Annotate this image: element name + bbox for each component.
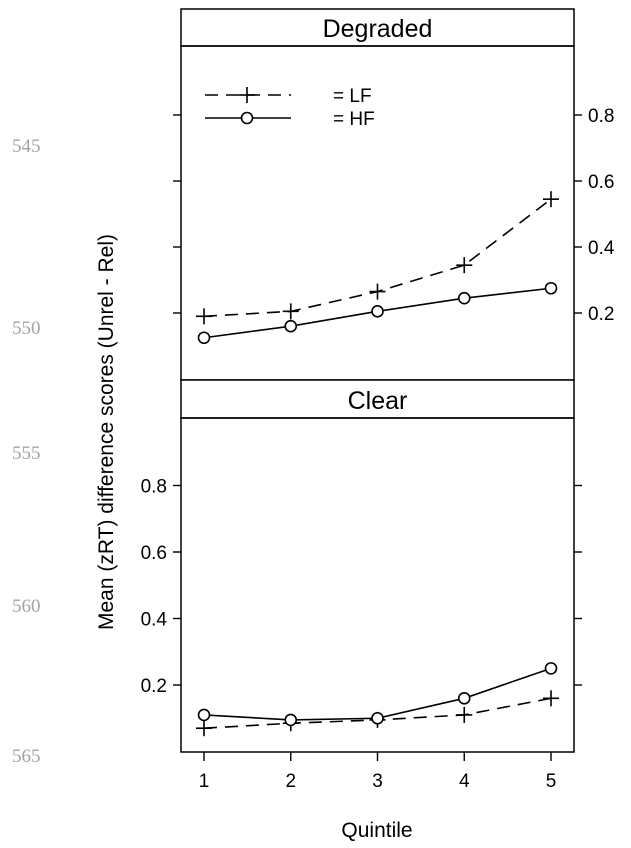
line-number-560: 560 (12, 596, 41, 617)
x-tick-label: 4 (459, 771, 470, 792)
legend-label-lf: = LF (333, 86, 372, 107)
panel-strip-clear (180, 379, 575, 419)
y-tick-label-clear: 0.4 (141, 610, 168, 631)
data-point-hf-clear-q5 (544, 662, 558, 675)
x-tick-label: 2 (285, 771, 296, 792)
line-number-550: 550 (12, 318, 41, 339)
data-point-lf-clear-q4 (456, 706, 473, 723)
x-tick-label: 5 (546, 771, 557, 792)
y-tick-label-clear: 0.8 (141, 477, 167, 498)
data-point-hf-degraded-q4 (457, 291, 471, 305)
chart-panels: Degraded 0.2 0.4 0.6 0.8 Clear 0.2 0.4 0.6 0.8 (141, 8, 615, 753)
y-tick-label-degraded: 0.4 (588, 238, 615, 259)
y-tick-label-degraded: 0.2 (588, 304, 614, 325)
data-point-lf-clear-q5 (543, 690, 559, 707)
panel-degraded: Degraded 0.2 0.4 0.6 0.8 (173, 8, 615, 381)
legend-label-hf: = HF (333, 109, 375, 130)
x-tick-label: 1 (199, 771, 210, 792)
line-numbers: 545 550 555 560 565 (12, 136, 41, 767)
data-point-lf-degraded-q2 (282, 303, 299, 320)
legend-marker-lf (239, 87, 255, 103)
y-tick-label-clear: 0.6 (141, 543, 167, 564)
panel-frame-degraded (180, 45, 575, 381)
y-tick-label-degraded: 0.8 (588, 106, 614, 127)
y-axis-label: Mean (zRT) difference scores (Unrel - Re… (95, 234, 118, 630)
panel-title-clear: Clear (348, 387, 408, 415)
panel-frame-clear (180, 417, 575, 753)
y-tick-label-degraded: 0.6 (588, 172, 614, 193)
line-number-555: 555 (12, 443, 41, 464)
data-point-hf-clear-q4 (457, 691, 471, 705)
legend-marker-hf (240, 111, 254, 125)
line-number-565: 565 (12, 746, 41, 767)
data-point-hf-degraded-q3 (371, 305, 384, 318)
data-point-hf-clear-q1 (197, 708, 211, 722)
data-point-hf-degraded-q2 (284, 319, 298, 333)
x-tick-label: 3 (372, 771, 383, 792)
panel-clear: Clear 0.2 0.4 0.6 0.8 (141, 379, 582, 753)
data-point-lf-degraded-q4 (456, 257, 473, 274)
panel-title-degraded: Degraded (323, 15, 433, 43)
data-point-hf-clear-q3 (371, 711, 384, 725)
data-point-lf-clear-q1 (196, 720, 212, 737)
legend: = LF= HF (205, 86, 375, 130)
x-axis-label: Quintile (341, 819, 412, 842)
data-point-hf-degraded-q5 (544, 281, 558, 295)
data-point-hf-degraded-q1 (197, 331, 211, 345)
data-point-lf-degraded-q1 (196, 308, 212, 325)
x-axis: 1 2 3 4 5 (199, 752, 557, 792)
data-point-lf-degraded-q5 (543, 191, 559, 208)
data-point-lf-degraded-q3 (369, 283, 386, 300)
line-number-545: 545 (12, 136, 41, 157)
data-point-hf-clear-q2 (284, 713, 298, 727)
panel-strip-degraded (180, 8, 575, 47)
y-tick-label-clear: 0.2 (141, 676, 167, 697)
